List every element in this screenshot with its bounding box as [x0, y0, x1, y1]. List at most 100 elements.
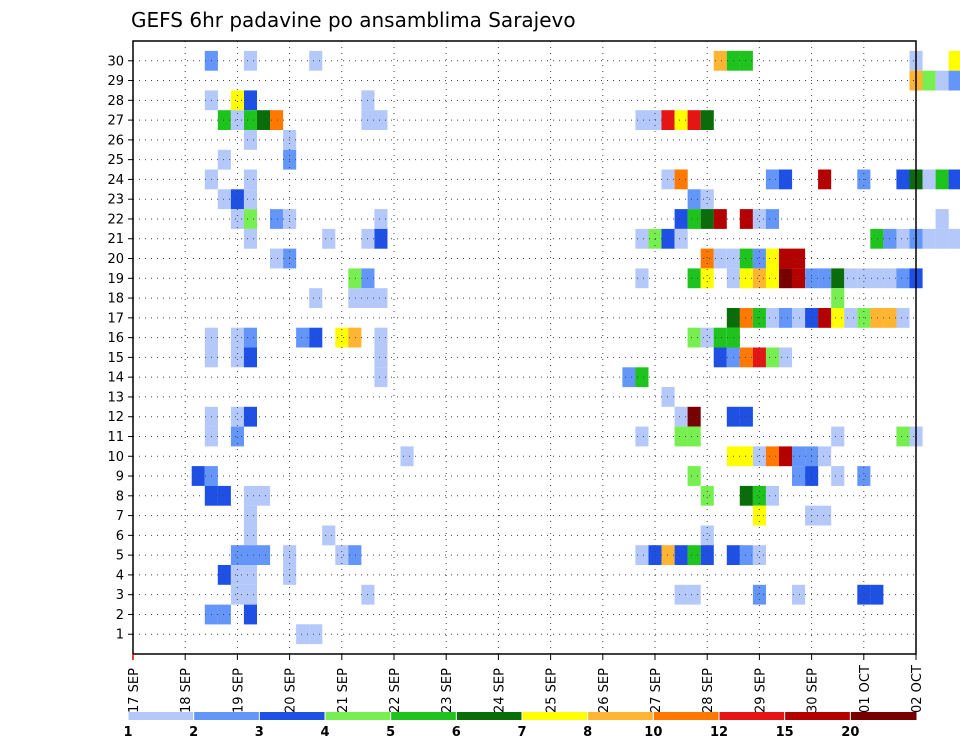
heatmap-cell [674, 584, 688, 605]
heatmap-cell [230, 189, 244, 210]
heatmap-cell [896, 426, 910, 447]
y-tick-label: 2 [116, 608, 124, 623]
y-tick-label: 11 [107, 430, 124, 445]
x-tick-label: 23 SEP [440, 668, 455, 713]
heatmap-cell [752, 347, 766, 368]
heatmap-cell [661, 545, 675, 565]
legend-swatch [587, 712, 654, 720]
heatmap-cell [635, 228, 649, 249]
heatmap-cell [230, 565, 244, 585]
heatmap-cell [700, 248, 714, 269]
heatmap-cell [818, 446, 832, 467]
y-tick-label: 1 [116, 628, 124, 643]
heatmap-cell [948, 169, 960, 190]
y-tick-label: 15 [107, 351, 124, 366]
heatmap-cell [374, 110, 388, 130]
heatmap-cell [700, 525, 714, 546]
heatmap-cell [713, 209, 727, 229]
heatmap-cell [374, 228, 388, 249]
heatmap-cell [217, 110, 231, 130]
heatmap-cell [674, 406, 688, 427]
heatmap-cell [831, 466, 845, 486]
legend-swatch [259, 712, 326, 720]
heatmap-cell [243, 525, 257, 546]
heatmap-cell [700, 327, 714, 348]
heatmap-cell [739, 347, 753, 368]
heatmap-cell [935, 169, 949, 190]
legend-label: 12 [710, 725, 728, 740]
x-tick-label: 18 SEP [179, 668, 194, 713]
heatmap-cell [818, 308, 832, 328]
heatmap-cell [765, 308, 779, 328]
legend-label: 15 [776, 725, 794, 740]
heatmap-cell [792, 446, 806, 467]
heatmap-cell [348, 327, 362, 348]
heatmap-cell [752, 584, 766, 605]
heatmap-cell [243, 209, 257, 229]
heatmap-cell [870, 228, 884, 249]
heatmap-cell [309, 327, 323, 348]
legend-swatch [719, 712, 786, 720]
heatmap-cell [687, 426, 701, 447]
y-tick-label: 26 [107, 133, 124, 148]
x-tick-label: 29 SEP [753, 668, 768, 713]
heatmap-cell [765, 268, 779, 289]
chart-title: GEFS 6hr padavine po ansamblima Sarajevo [131, 8, 576, 32]
heatmap-cell [309, 288, 323, 308]
legend-swatch [456, 712, 523, 720]
x-tick-label: 28 SEP [701, 668, 716, 713]
heatmap-cell [270, 248, 284, 269]
heatmap-cell [752, 485, 766, 506]
heatmap-cell [779, 268, 793, 289]
heatmap-cell [243, 604, 257, 625]
heatmap-cell [779, 446, 793, 467]
legend-swatch [653, 712, 720, 720]
y-tick-label: 6 [116, 529, 124, 544]
heatmap-cell [935, 70, 949, 91]
heatmap-cell [922, 70, 936, 91]
legend-label: 10 [644, 725, 662, 740]
heatmap-cell [674, 228, 688, 249]
heatmap-cell [857, 466, 871, 486]
heatmap-cell [217, 189, 231, 210]
heatmap-cell [257, 485, 271, 506]
y-tick-label: 27 [107, 114, 124, 129]
heatmap-cell [870, 308, 884, 328]
heatmap-cell [243, 228, 257, 249]
heatmap-cell [348, 288, 362, 308]
legend-label: 3 [255, 725, 264, 740]
heatmap-cell [752, 248, 766, 269]
heatmap-cell [739, 209, 753, 229]
heatmap-cell [792, 248, 806, 269]
heatmap-cell [779, 248, 793, 269]
heatmap-cell [296, 624, 310, 645]
heatmap-cell [243, 584, 257, 605]
plot-frame [132, 40, 917, 655]
heatmap-cell [739, 308, 753, 328]
legend-label: 2 [189, 725, 198, 740]
y-tick-label: 23 [107, 193, 124, 208]
legend-swatch [522, 712, 589, 720]
legend-label: 5 [386, 725, 395, 740]
heatmap-cell [831, 426, 845, 447]
heatmap-cell [739, 545, 753, 565]
heatmap-cell [217, 604, 231, 625]
heatmap-cell [818, 268, 832, 289]
heatmap-cell [674, 169, 688, 190]
heatmap-cell [635, 426, 649, 447]
heatmap-cell [230, 545, 244, 565]
x-axis-ticks: 17 SEP 18 SEP 19 SEP 20 SEP 21 SEP 22 SEP 23 S… [127, 654, 925, 713]
heatmap-cell [635, 268, 649, 289]
legend-swatch [784, 712, 851, 720]
y-tick-label: 3 [116, 588, 124, 603]
heatmap-cell [217, 485, 231, 506]
heatmap-cell [243, 327, 257, 348]
heatmap-cell [739, 406, 753, 427]
heatmap-cell [687, 189, 701, 210]
legend-label: 20 [841, 725, 859, 740]
heatmap-cell [191, 466, 205, 486]
x-tick-label: 25 SEP [545, 668, 560, 713]
heatmap-cell [230, 327, 244, 348]
x-tick-label: 17 SEP [127, 668, 142, 713]
